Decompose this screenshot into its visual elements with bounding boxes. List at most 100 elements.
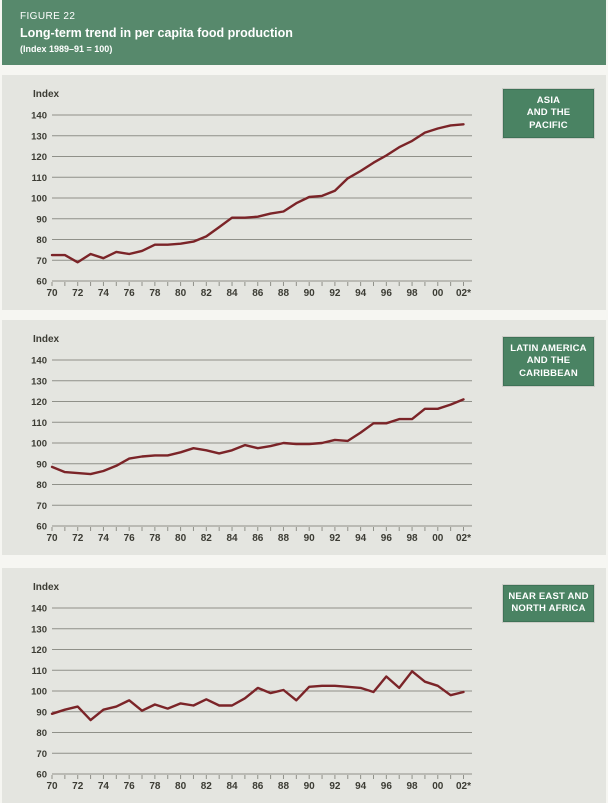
x-tick-label: 96 xyxy=(381,533,393,544)
x-tick-label: 82 xyxy=(201,781,213,792)
y-tick-label: 60 xyxy=(36,277,47,288)
x-tick-label: 94 xyxy=(355,288,367,299)
x-tick-label: 94 xyxy=(355,781,367,792)
y-tick-label: 130 xyxy=(31,376,47,387)
x-tick-label: 70 xyxy=(46,533,58,544)
x-tick-label: 82 xyxy=(201,288,213,299)
x-tick-label: 98 xyxy=(407,288,419,299)
chart-panel-latin-america: Index 140 130 120 110 100 90 80 70 60 70 72 74 76 78 8… xyxy=(2,320,606,555)
x-tick-label: 94 xyxy=(355,533,367,544)
x-tick-label: 84 xyxy=(226,288,238,299)
x-tick-label: 72 xyxy=(72,533,84,544)
x-tick-label: 98 xyxy=(407,533,419,544)
x-tick-label: 76 xyxy=(124,533,136,544)
x-tick-label: 72 xyxy=(72,781,84,792)
x-tick-label: 78 xyxy=(149,533,161,544)
x-tick-label: 88 xyxy=(278,288,290,299)
y-tick-label: 110 xyxy=(32,418,47,429)
x-tick-label: 74 xyxy=(98,533,110,544)
x-tick-label: 82 xyxy=(201,533,213,544)
y-tick-label: 120 xyxy=(31,645,47,656)
y-tick-label: 70 xyxy=(36,256,47,267)
region-badge-line: AND THE xyxy=(526,355,571,367)
y-tick-label: 130 xyxy=(31,131,47,142)
y-tick-label: 80 xyxy=(36,480,47,491)
figure-subtitle: (Index 1989–91 = 100) xyxy=(20,44,113,54)
figure-header: FIGURE 22 Long-term trend in per capita … xyxy=(2,0,606,65)
region-badge-line: NEAR EAST AND xyxy=(508,591,589,602)
x-tick-label: 80 xyxy=(175,781,187,792)
x-tick-label: 88 xyxy=(278,781,290,792)
x-tick-label: 86 xyxy=(252,533,264,544)
y-tick-label: 100 xyxy=(31,194,47,205)
y-tick-label: 70 xyxy=(36,501,47,512)
x-tick-label: 02* xyxy=(456,533,471,544)
y-tick-label: 70 xyxy=(36,749,47,760)
x-tick-label: 84 xyxy=(226,781,238,792)
x-tick-label: 00 xyxy=(432,533,444,544)
x-tick-label: 74 xyxy=(98,288,110,299)
y-tick-label: 100 xyxy=(31,687,47,698)
y-tick-label: 80 xyxy=(36,728,47,739)
region-badge-line: NORTH AFRICA xyxy=(511,603,586,615)
y-tick-label: 60 xyxy=(36,522,47,533)
y-axis-title: Index xyxy=(33,334,60,345)
region-badge-line: CARIBBEAN xyxy=(519,367,578,379)
x-tick-label: 92 xyxy=(329,781,341,792)
y-tick-label: 140 xyxy=(31,604,47,615)
x-tick-label: 86 xyxy=(252,288,264,299)
x-tick-label: 76 xyxy=(124,781,136,792)
figure-title: Long-term trend in per capita food produ… xyxy=(20,26,293,40)
x-tick-label: 96 xyxy=(381,288,393,299)
x-tick-label: 80 xyxy=(175,533,187,544)
region-badge-line: ASIA xyxy=(536,95,561,106)
x-tick-label: 90 xyxy=(304,288,316,299)
x-tick-label: 70 xyxy=(46,288,58,299)
x-tick-label: 70 xyxy=(46,781,58,792)
x-tick-label: 98 xyxy=(407,781,419,792)
x-tick-label: 76 xyxy=(124,288,136,299)
x-tick-label: 00 xyxy=(432,781,444,792)
x-tick-label: 96 xyxy=(381,781,393,792)
y-tick-label: 60 xyxy=(36,770,47,781)
y-tick-label: 80 xyxy=(36,235,47,246)
region-badge-line: LATIN AMERICA xyxy=(510,343,587,354)
y-tick-label: 100 xyxy=(31,439,47,450)
x-tick-label: 84 xyxy=(226,533,238,544)
data-line xyxy=(50,670,465,722)
y-tick-label: 90 xyxy=(36,214,47,225)
x-tick-label: 80 xyxy=(175,288,187,299)
x-tick-label: 00 xyxy=(432,288,444,299)
x-tick-label: 02* xyxy=(456,288,471,299)
x-tick-label: 90 xyxy=(304,533,316,544)
y-tick-label: 120 xyxy=(31,152,47,163)
x-tick-label: 92 xyxy=(329,288,341,299)
x-tick-label: 88 xyxy=(278,533,290,544)
y-tick-label: 140 xyxy=(31,356,47,367)
data-line xyxy=(50,398,465,476)
x-tick-label: 02* xyxy=(456,781,471,792)
x-tick-label: 78 xyxy=(149,781,161,792)
chart-panel-asia-pacific: Index 140 130 120 110 100 90 80 70 60 70 72 74 76 78 8… xyxy=(2,75,606,310)
region-badge-latin-america: LATIN AMERICA AND THE CARIBBEAN xyxy=(503,337,594,387)
y-tick-label: 130 xyxy=(31,624,47,635)
x-tick-label: 74 xyxy=(98,781,110,792)
x-tick-label: 92 xyxy=(329,533,341,544)
chart-panel-near-east: Index 140 130 120 110 100 90 80 70 60 70 72 74 76 78 8… xyxy=(2,568,606,803)
region-badge-near-east: NEAR EAST AND NORTH AFRICA xyxy=(503,585,594,622)
y-tick-label: 140 xyxy=(31,111,47,122)
x-tick-label: 72 xyxy=(72,288,84,299)
x-tick-label: 86 xyxy=(252,781,264,792)
region-badge-asia-pacific: ASIA AND THE PACIFIC xyxy=(503,89,594,139)
figure-number: FIGURE 22 xyxy=(20,11,76,22)
x-tick-label: 78 xyxy=(149,288,161,299)
y-axis-title: Index xyxy=(33,89,60,100)
y-tick-label: 90 xyxy=(36,459,47,470)
data-line xyxy=(50,123,465,264)
y-tick-label: 120 xyxy=(31,397,47,408)
region-badge-line: AND THE PACIFIC xyxy=(526,107,571,131)
